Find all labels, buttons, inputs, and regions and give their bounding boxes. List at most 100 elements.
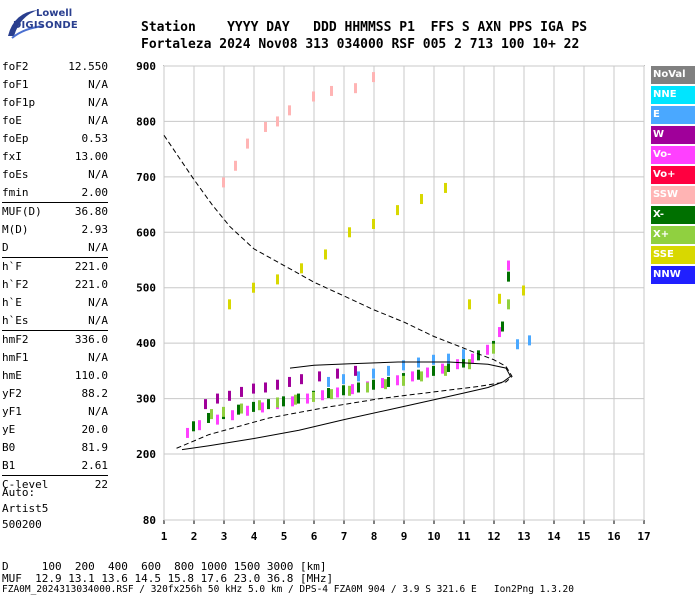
data-point bbox=[468, 359, 471, 370]
data-point bbox=[228, 299, 231, 310]
param-value: 2.00 bbox=[81, 186, 109, 199]
data-point bbox=[327, 376, 330, 387]
param-label: foEs bbox=[2, 168, 29, 181]
data-point bbox=[372, 72, 375, 83]
legend-item: E bbox=[651, 106, 695, 124]
header-row-labels: Station YYYY DAY DDD HHMMSS P1 FFS S AXN… bbox=[141, 20, 588, 35]
data-point bbox=[237, 404, 240, 415]
param-label: h`F2 bbox=[2, 278, 29, 291]
data-point bbox=[336, 368, 339, 379]
data-point bbox=[246, 138, 249, 149]
data-point bbox=[417, 369, 420, 380]
logo-text-digisonde: DIGISONDE bbox=[13, 20, 78, 31]
data-point bbox=[258, 400, 261, 411]
data-point bbox=[276, 397, 279, 408]
data-point bbox=[432, 365, 435, 376]
data-point bbox=[240, 403, 243, 414]
param-value: 12.550 bbox=[68, 60, 108, 73]
auto-label: Auto: bbox=[2, 486, 36, 499]
x-tick-label: 2 bbox=[191, 530, 198, 543]
param-value: 36.80 bbox=[74, 205, 108, 218]
x-tick-label: 8 bbox=[371, 530, 378, 543]
data-point bbox=[522, 285, 525, 296]
data-point bbox=[432, 354, 435, 365]
data-point bbox=[417, 357, 420, 368]
param-row: h`F 221.0 bbox=[2, 257, 108, 276]
legend-item: NoVal bbox=[651, 66, 695, 84]
data-point bbox=[210, 409, 213, 420]
data-point bbox=[186, 427, 189, 438]
data-point bbox=[342, 374, 345, 385]
param-label: D bbox=[2, 241, 9, 254]
x-tick-label: 14 bbox=[547, 530, 561, 543]
data-point bbox=[252, 401, 255, 412]
data-point bbox=[396, 205, 399, 216]
data-point bbox=[252, 282, 255, 293]
data-point bbox=[318, 371, 321, 382]
data-point bbox=[411, 371, 414, 382]
param-label: fmin bbox=[2, 186, 29, 199]
param-row: foF1p N/A bbox=[2, 94, 108, 112]
data-point bbox=[240, 386, 243, 397]
param-value: 22 bbox=[94, 478, 108, 491]
param-label: B0 bbox=[2, 441, 16, 454]
data-point bbox=[348, 385, 351, 396]
data-point bbox=[204, 399, 207, 410]
data-point bbox=[264, 121, 267, 132]
data-point bbox=[327, 388, 330, 399]
y-tick-label: 200 bbox=[136, 448, 156, 461]
param-row: yF1 N/A bbox=[2, 403, 108, 421]
param-value: N/A bbox=[88, 314, 108, 327]
y-tick-label: 900 bbox=[136, 60, 156, 73]
data-point bbox=[444, 365, 447, 376]
auto-code: 500200 bbox=[2, 518, 42, 531]
data-point bbox=[321, 390, 324, 401]
param-value: 221.0 bbox=[74, 278, 108, 291]
param-label: foE bbox=[2, 114, 22, 127]
param-row: M(D) 2.93 bbox=[2, 221, 108, 239]
muf-frequency-row: MUF 12.9 13.1 13.6 14.5 15.8 17.6 23.0 3… bbox=[2, 572, 334, 585]
scaled-parameters-list: foF2 12.550 foF1 N/A foF1p N/A foE N/A foEp 0.53 f… bbox=[2, 58, 108, 494]
x-tick-label: 10 bbox=[427, 530, 440, 543]
param-row: yE 20.0 bbox=[2, 421, 108, 439]
param-row: hmF1 N/A bbox=[2, 349, 108, 367]
param-row: hmE 110.0 bbox=[2, 367, 108, 385]
solid-profile-curve bbox=[181, 361, 512, 451]
y-tick-label: 300 bbox=[136, 393, 156, 406]
data-point bbox=[300, 374, 303, 385]
param-value: 110.0 bbox=[74, 369, 108, 382]
param-row: C-level 22 bbox=[2, 475, 108, 494]
param-label: hmF1 bbox=[2, 351, 29, 364]
y-tick-label: 800 bbox=[136, 115, 156, 128]
param-row: foF2 12.550 bbox=[2, 58, 108, 76]
muf-distance-row: D 100 200 400 600 800 1000 1500 3000 [km… bbox=[2, 560, 327, 573]
x-tick-label: 6 bbox=[311, 530, 318, 543]
data-point bbox=[216, 414, 219, 425]
data-point bbox=[372, 379, 375, 390]
param-label: foF1p bbox=[2, 96, 36, 109]
param-label: hmF2 bbox=[2, 333, 29, 346]
file-info-footer: FZA0M_2024313034000.RSF / 320fx256h 50 k… bbox=[2, 584, 574, 595]
data-point bbox=[354, 83, 357, 94]
param-row: B1 2.61 bbox=[2, 457, 108, 475]
y-tick-label: 80 bbox=[143, 514, 156, 527]
data-point bbox=[231, 410, 234, 421]
data-point bbox=[348, 227, 351, 238]
data-point bbox=[387, 365, 390, 376]
data-point bbox=[372, 368, 375, 379]
param-label: foEp bbox=[2, 132, 29, 145]
data-point bbox=[288, 376, 291, 387]
legend-item: Vo+ bbox=[651, 166, 695, 184]
param-value: 336.0 bbox=[74, 333, 108, 346]
y-tick-label: 600 bbox=[136, 226, 156, 239]
legend-item: NNW bbox=[651, 266, 695, 284]
param-row: D N/A bbox=[2, 239, 108, 257]
x-tick-label: 17 bbox=[637, 530, 650, 543]
legend-item: NNE bbox=[651, 86, 695, 104]
x-tick-label: 16 bbox=[607, 530, 621, 543]
x-tick-label: 5 bbox=[281, 530, 288, 543]
param-label: B1 bbox=[2, 459, 16, 472]
data-point bbox=[342, 385, 345, 396]
data-point bbox=[420, 371, 423, 382]
